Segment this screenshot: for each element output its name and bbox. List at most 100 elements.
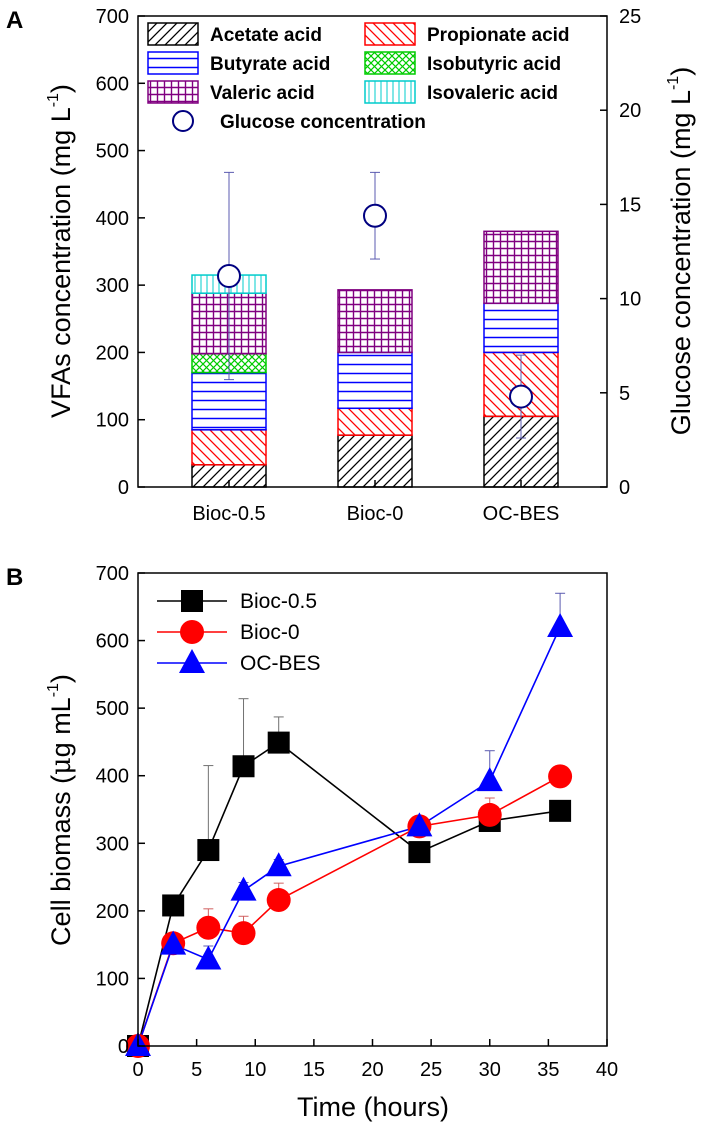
a-bars bbox=[191, 230, 559, 488]
a-legend-swatch-isobutyric bbox=[364, 51, 416, 75]
a-ytick-label-100: 100 bbox=[96, 410, 129, 432]
b-y-axis-ticks: 0 100 200 300 400 500 600 700 bbox=[96, 563, 145, 1058]
a-legend-item-acetate: Acetate acid bbox=[147, 22, 322, 46]
b-ytick-label-400: 400 bbox=[96, 766, 129, 788]
b-xtick-label-10: 10 bbox=[244, 1059, 266, 1081]
b-legend-marker-bioc-0-5 bbox=[181, 590, 203, 612]
a-legend-swatch-butyrate bbox=[147, 51, 199, 75]
a-legend-item-butyrate: Butyrate acid bbox=[147, 51, 330, 75]
a-xtick-label-bioc-0.5: Bioc-0.5 bbox=[192, 503, 265, 525]
a-legend-swatch-isovaleric bbox=[364, 80, 416, 104]
b-errorbars bbox=[168, 592, 566, 960]
a-glucose-point-1 bbox=[363, 203, 387, 228]
b-legend-label-bioc-0-5: Bioc-0.5 bbox=[240, 590, 317, 613]
a-ytick-label-200: 200 bbox=[96, 342, 129, 364]
a-legend-swatch-valeric bbox=[147, 80, 199, 104]
a-legend: Acetate acid Propionate acid Butyrate ac… bbox=[147, 22, 570, 133]
a-y2tick-label-20: 20 bbox=[619, 100, 641, 122]
b-point-bioc-0-5-5 bbox=[408, 841, 431, 864]
a-legend-item-isobutyric: Isobutyric acid bbox=[364, 51, 561, 75]
a-bar-bioc-0-series-2 bbox=[337, 351, 413, 410]
b-xtick-label-25: 25 bbox=[420, 1059, 442, 1081]
b-legend-label-bioc-0: Bioc-0 bbox=[240, 621, 300, 644]
b-point-oc-bes-5 bbox=[406, 812, 433, 837]
a-bar-bioc-0-series-4 bbox=[337, 289, 413, 354]
a-legend-item-valeric: Valeric acid bbox=[147, 80, 315, 104]
a-legend-label-glucose: Glucose concentration bbox=[220, 112, 426, 133]
b-point-bioc-0-5-1 bbox=[162, 894, 185, 917]
a-bar-bioc-0-series-1 bbox=[337, 407, 413, 436]
a-ytick-label-400: 400 bbox=[96, 208, 129, 230]
b-point-bioc-0-7 bbox=[548, 764, 573, 789]
b-ytick-label-300: 300 bbox=[96, 833, 129, 855]
b-ytick-label-600: 600 bbox=[96, 631, 129, 653]
b-point-bioc-0-3 bbox=[231, 921, 256, 946]
b-point-oc-bes-1 bbox=[160, 930, 187, 955]
a-ytick-label-600: 600 bbox=[96, 73, 129, 95]
a-legend-label-butyrate: Butyrate acid bbox=[210, 54, 330, 75]
a-legend-label-valeric: Valeric acid bbox=[210, 83, 315, 104]
b-point-oc-bes-6 bbox=[476, 767, 503, 792]
a-left-axis-ticks: 0 100 200 300 400 500 600 700 bbox=[96, 6, 145, 499]
b-xtick-label-5: 5 bbox=[191, 1059, 202, 1081]
b-point-bioc-0-5-7 bbox=[549, 799, 572, 822]
a-legend-item-isovaleric: Isovaleric acid bbox=[364, 80, 558, 104]
a-y2tick-label-15: 15 bbox=[619, 194, 641, 216]
a-y2tick-label-25: 25 bbox=[619, 6, 641, 28]
a-bar-bioc-0-series-0 bbox=[337, 434, 413, 488]
a-x-axis-ticks: Bioc-0.5 Bioc-0 OC-BES bbox=[192, 480, 559, 525]
a-glucose-markers bbox=[217, 203, 533, 409]
a-plot-frame bbox=[137, 15, 608, 488]
b-xtick-label-15: 15 bbox=[303, 1059, 325, 1081]
b-legend-label-oc-bes: OC-BES bbox=[240, 652, 321, 675]
a-y2tick-label-0: 0 bbox=[619, 477, 630, 499]
b-point-bioc-0-5-2 bbox=[197, 839, 220, 862]
a-ytick-label-700: 700 bbox=[96, 6, 129, 28]
a-bar-bioc-0.5-series-2 bbox=[191, 371, 267, 431]
b-legend-marker-bioc-0 bbox=[180, 620, 204, 644]
a-glucose-point-0 bbox=[217, 263, 241, 288]
b-xtick-label-40: 40 bbox=[596, 1059, 618, 1081]
a-legend-label-propionate: Propionate acid bbox=[427, 25, 570, 46]
b-x-axis-label: Time (hours) bbox=[297, 1092, 449, 1122]
b-ytick-label-0: 0 bbox=[118, 1036, 129, 1058]
panel-a: 0 100 200 300 400 500 600 700 0 5 10 15 20 25 Bioc-0… bbox=[45, 6, 696, 525]
b-xtick-label-30: 30 bbox=[479, 1059, 501, 1081]
a-ytick-label-0: 0 bbox=[118, 477, 129, 499]
b-x-axis-ticks: 0 5 10 15 20 25 30 35 40 bbox=[132, 1039, 618, 1081]
b-ytick-label-700: 700 bbox=[96, 563, 129, 585]
b-ytick-label-200: 200 bbox=[96, 901, 129, 923]
a-y2-axis-label: Glucose concentration (mg L-1) bbox=[665, 67, 696, 435]
a-bar-bioc-0.5-series-1 bbox=[191, 429, 267, 466]
b-ytick-label-500: 500 bbox=[96, 698, 129, 720]
a-y2tick-label-10: 10 bbox=[619, 289, 641, 311]
a-legend-label-acetate: Acetate acid bbox=[210, 25, 322, 46]
panel-label-b: B bbox=[6, 564, 23, 591]
a-legend-swatch-propionate bbox=[364, 22, 416, 46]
b-point-bioc-0-5-4 bbox=[267, 731, 290, 754]
b-point-bioc-0-4 bbox=[266, 888, 291, 913]
a-right-axis-ticks: 0 5 10 15 20 25 bbox=[600, 6, 641, 499]
b-point-bioc-0-2 bbox=[196, 915, 221, 940]
a-xtick-label-oc-bes: OC-BES bbox=[483, 503, 560, 525]
b-point-bioc-0-6 bbox=[477, 802, 502, 827]
b-xtick-label-0: 0 bbox=[132, 1059, 143, 1081]
b-legend: Bioc-0.5 Bioc-0 OC-BES bbox=[157, 590, 321, 675]
a-xtick-label-bioc-0: Bioc-0 bbox=[347, 503, 404, 525]
b-point-oc-bes-7 bbox=[547, 613, 574, 638]
a-legend-item-glucose: Glucose concentration bbox=[172, 110, 426, 133]
b-point-oc-bes-2 bbox=[195, 945, 222, 970]
a-y2tick-label-5: 5 bbox=[619, 383, 630, 405]
a-legend-swatch-acetate bbox=[147, 22, 199, 46]
b-y-axis-label: Cell biomass (μg mL-1) bbox=[45, 674, 77, 946]
b-point-oc-bes-4 bbox=[265, 852, 292, 877]
a-y-axis-label: VFAs concentration (mg L-1) bbox=[45, 84, 76, 418]
a-bar-oc-bes-series-2 bbox=[483, 302, 559, 354]
b-ytick-label-100: 100 bbox=[96, 968, 129, 990]
b-point-bioc-0-5-3 bbox=[232, 755, 255, 778]
a-bar-oc-bes-series-4 bbox=[483, 230, 559, 305]
a-legend-item-propionate: Propionate acid bbox=[364, 22, 570, 46]
b-point-oc-bes-3 bbox=[230, 876, 257, 901]
